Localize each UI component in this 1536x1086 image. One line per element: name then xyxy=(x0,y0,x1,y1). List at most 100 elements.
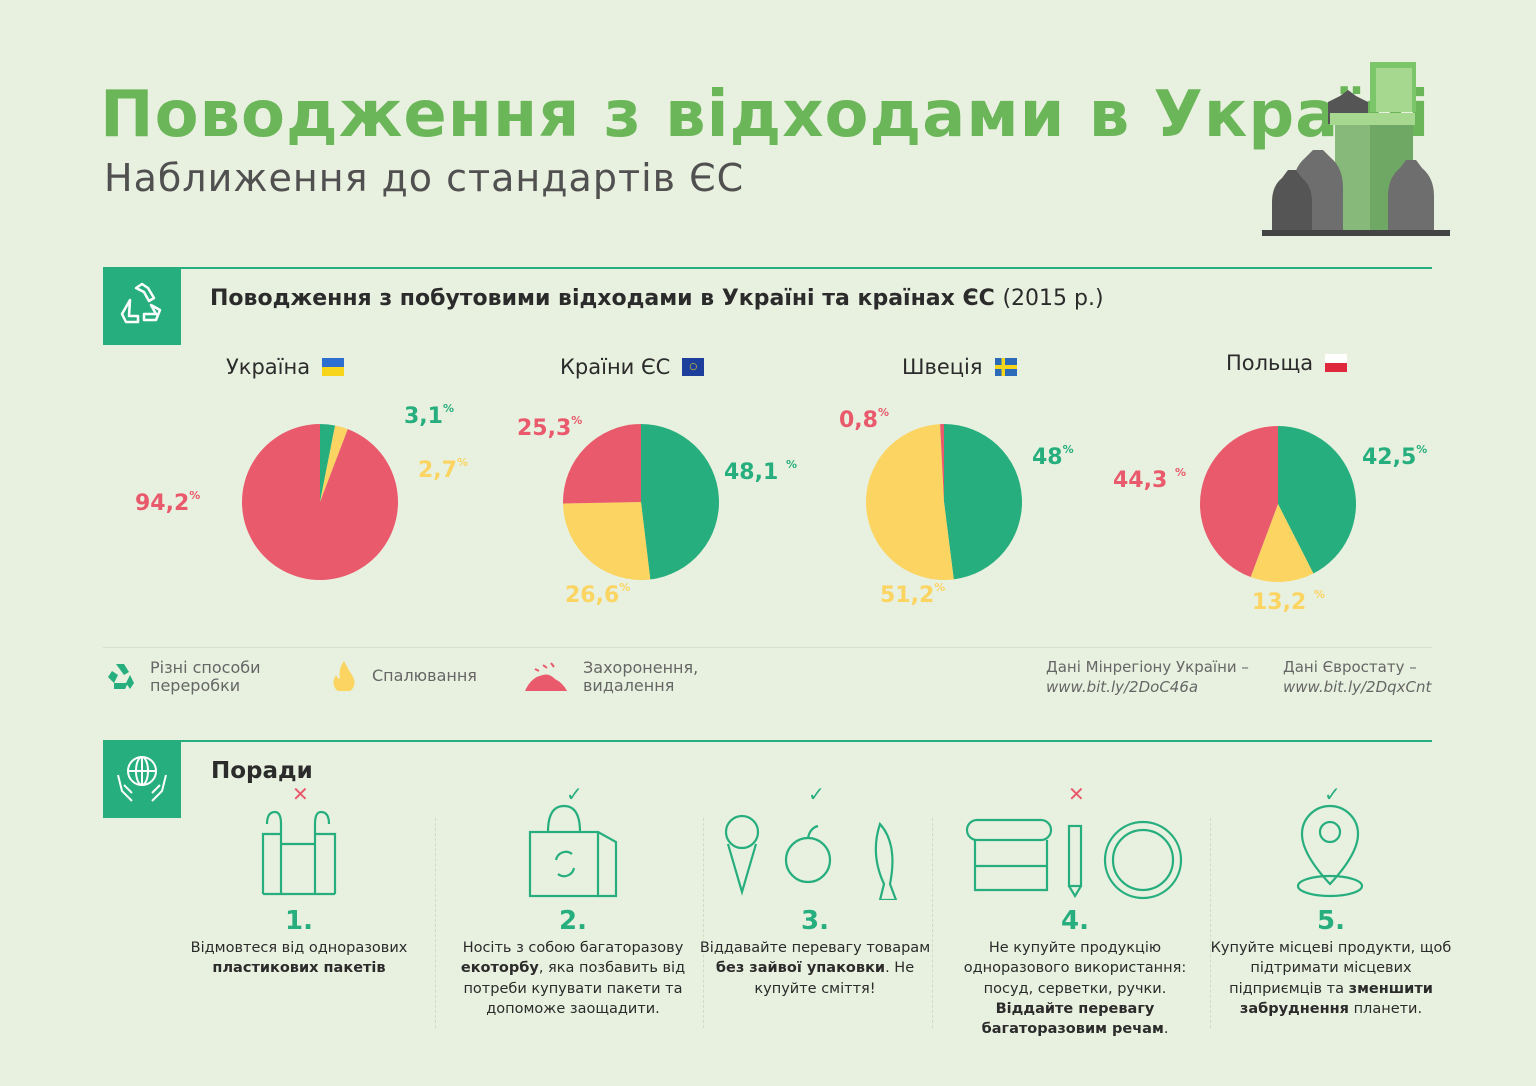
country-label-eu: Країни ЄС ○ xyxy=(560,355,705,379)
country-label-poland: Польща xyxy=(1226,351,1348,375)
pie-slice-recycling xyxy=(1278,426,1357,574)
legend-divider xyxy=(103,647,1432,648)
fire-icon xyxy=(333,661,355,691)
pie-slice-landfill xyxy=(1199,426,1278,578)
tip-text-part: Не купуйте продукцію одноразового викори… xyxy=(963,940,1187,997)
tip-3: ✓ 3. Віддавайте перевагу товарам без зай… xyxy=(690,782,940,999)
ua-flag-icon xyxy=(322,358,345,376)
label-ukraine-landfill: 94,2% xyxy=(135,489,201,516)
tip-text-part: Носіть з собою багаторазову xyxy=(462,940,684,956)
country-label-ukraine: Україна xyxy=(226,355,345,379)
check-mark-icon: ✓ xyxy=(566,782,583,806)
pie-charts xyxy=(241,424,1357,582)
cross-mark-icon: ✕ xyxy=(292,782,309,806)
unpackaged-food-icon xyxy=(724,814,898,900)
tip-text-part: планети. xyxy=(1348,1000,1423,1017)
check-mark-icon: ✓ xyxy=(808,782,825,806)
globe-hands-icon xyxy=(117,756,167,802)
section-icon-box xyxy=(103,267,181,345)
tip-text-part: Відмовтеся від одноразових xyxy=(190,940,408,956)
pie-slice-incineration xyxy=(320,425,348,502)
label-poland-recycling: 42,5% xyxy=(1362,443,1428,470)
page-subtitle: Наближення до стандартів ЄС xyxy=(104,156,745,200)
pie-slice-incineration xyxy=(866,424,954,580)
legend-label: Різні способи xyxy=(150,658,261,677)
legend-item-landfill: Захоронення, видалення xyxy=(523,659,698,695)
tip-separator xyxy=(435,818,436,1028)
tip-text: Відмовтеся від одноразових пластикових п… xyxy=(174,938,424,979)
tip-text-emphasis: Віддайте перевагу багаторазовим речам xyxy=(981,1000,1164,1038)
tip-5: ✓ 5. Купуйте місцеві продукти, щоб підтр… xyxy=(1206,782,1456,1019)
label-sweden-recycling: 48% xyxy=(1032,443,1074,470)
section-divider xyxy=(103,740,1432,742)
tip-number: 4. xyxy=(1061,906,1089,936)
pie-slice-recycling xyxy=(944,424,1023,580)
tip-separator xyxy=(703,818,704,1028)
source-link[interactable]: www.bit.ly/2DqxCnt xyxy=(1283,678,1432,696)
cross-mark-icon: ✕ xyxy=(1068,782,1085,806)
tip-separator xyxy=(932,818,933,1028)
tip-text-part: , яка позбавить від потреби купувати пак… xyxy=(463,960,686,1017)
tip-text: Не купуйте продукцію одноразового викори… xyxy=(950,938,1200,1039)
tip-number: 1. xyxy=(285,906,313,936)
tip-text-part: Віддавайте перевагу товарам xyxy=(699,940,931,956)
country-name: Україна xyxy=(226,355,311,379)
check-mark-icon: ✓ xyxy=(1324,782,1341,806)
section-title-text: Поводження з побутовими відходами в Укра… xyxy=(210,286,995,311)
country-name: Швеція xyxy=(902,355,983,379)
source-label: Дані Євростату – xyxy=(1283,658,1417,676)
pie-slice-recycling xyxy=(320,424,336,502)
recycle-icon xyxy=(120,282,162,324)
legend-label: Спалювання xyxy=(372,666,477,685)
pie-slice-incineration xyxy=(1250,504,1314,582)
label-sweden-landfill: 0,8% xyxy=(839,406,890,433)
label-sweden-incineration: 51,2% xyxy=(880,581,946,608)
legend-label: Захоронення, xyxy=(583,658,699,677)
country-name: Польща xyxy=(1226,351,1314,375)
legend-item-recycling: Різні способи переробки xyxy=(104,659,261,695)
country-name: Країни ЄС xyxy=(560,355,671,379)
location-pin-icon xyxy=(1296,804,1364,898)
tip-text-part: . xyxy=(1163,1021,1169,1038)
tip-1: ✕ 1. Відмовтеся від одноразових пластико… xyxy=(174,782,424,979)
label-poland-incineration: 13,2 % xyxy=(1252,588,1325,615)
tip-icon-wrap xyxy=(448,800,698,900)
section-title: Поводження з побутовими відходами в Укра… xyxy=(210,286,1104,311)
tip-text-emphasis: зменшити забруднення xyxy=(1239,980,1433,1017)
source-minregion: Дані Мінрегіону України – www.bit.ly/2Do… xyxy=(1046,657,1249,697)
pl-flag-icon xyxy=(1325,354,1348,372)
tip-text: Купуйте місцеві продукти, щоб підтримати… xyxy=(1206,938,1456,1019)
disposable-items-icon xyxy=(965,818,1183,900)
eu-flag-icon: ○ xyxy=(682,358,705,376)
page-title: Поводження з відходами в Україні xyxy=(100,78,1431,152)
label-ukraine-incineration: 2,7% xyxy=(418,456,469,483)
section-divider xyxy=(103,267,1432,269)
label-eu-incineration: 26,6% xyxy=(565,581,631,608)
recycle-icon xyxy=(108,664,134,689)
section-title-year: (2015 р.) xyxy=(1002,286,1104,311)
tip-2: ✓ 2. Носіть з собою багаторазову екоторб… xyxy=(448,782,698,1019)
source-link[interactable]: www.bit.ly/2DoC46a xyxy=(1046,678,1199,696)
tip-text-part: Купуйте місцеві продукти, щоб підтримати… xyxy=(1210,940,1452,997)
pie-slice-landfill xyxy=(563,424,641,504)
label-poland-landfill: 44,3 % xyxy=(1113,466,1186,493)
tip-text-emphasis: без зайвої упаковки xyxy=(715,960,886,977)
tip-text: Віддавайте перевагу товарам без зайвої у… xyxy=(690,938,940,999)
label-eu-recycling: 48,1 % xyxy=(724,458,797,485)
source-eurostat: Дані Євростату – www.bit.ly/2DqxCnt xyxy=(1283,657,1431,697)
pie-slice-landfill xyxy=(241,424,398,580)
tip-4: ✕ 4. Не купуйте продукцію одноразового в… xyxy=(950,782,1200,1039)
section-icon-box xyxy=(103,740,181,818)
legend-item-incineration: Спалювання xyxy=(330,659,477,693)
landfill-icon xyxy=(525,662,567,691)
country-label-sweden: Швеція xyxy=(902,355,1017,379)
tip-icon-wrap xyxy=(1206,800,1456,900)
tip-icon-wrap xyxy=(690,800,940,900)
waste-bins-illustration xyxy=(1262,62,1450,236)
tip-separator xyxy=(1210,818,1211,1028)
tip-number: 5. xyxy=(1317,906,1345,936)
se-flag-icon xyxy=(994,358,1017,376)
pie-slice-landfill xyxy=(940,424,944,502)
source-label: Дані Мінрегіону України – xyxy=(1046,658,1249,676)
label-ukraine-recycling: 3,1% xyxy=(404,402,455,429)
